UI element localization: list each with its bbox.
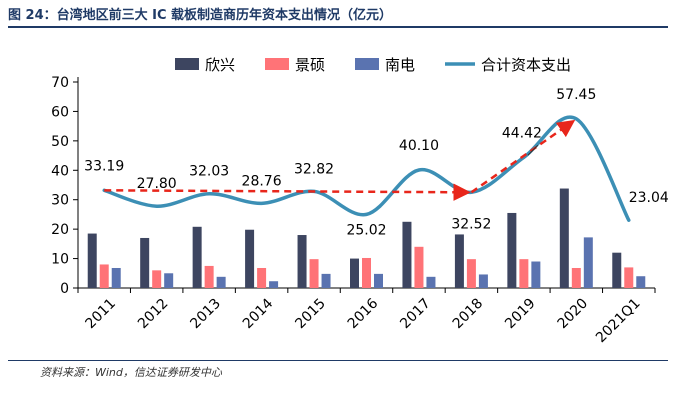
bar-2 — [362, 257, 371, 288]
x-tick-label: 2019 — [502, 296, 539, 333]
bar-2 — [204, 265, 214, 288]
x-tick-label: 2011 — [83, 296, 120, 333]
label-leader-line — [527, 144, 539, 156]
bar-2 — [257, 267, 267, 288]
legend-swatch — [355, 58, 379, 70]
bar-2 — [624, 267, 634, 288]
bar-2 — [309, 259, 319, 288]
bar-2 — [571, 267, 581, 288]
bar-3 — [531, 261, 541, 288]
bar-3 — [164, 273, 174, 288]
bar-1 — [507, 212, 517, 288]
source-note: 资料来源：Wind，信达证券研发中心 — [40, 366, 222, 379]
bar-2 — [519, 259, 529, 288]
legend-swatch — [265, 58, 289, 70]
y-tick-label: 0 — [60, 281, 69, 297]
bottom-rule — [8, 360, 668, 361]
y-tick-label: 70 — [51, 75, 69, 91]
bar-3 — [111, 267, 121, 288]
bar-2 — [466, 259, 476, 288]
bar-1 — [350, 258, 359, 288]
legend-label: 欣兴 — [205, 56, 235, 74]
bar-2 — [414, 246, 424, 288]
bar-3 — [636, 276, 646, 288]
x-tick-label: 2018 — [450, 296, 487, 333]
bar-1 — [245, 229, 255, 288]
capex-chart: 0 10 20 30 40 50 60 70 2011 2012 2013 2014 2015 2016 2… — [51, 56, 669, 347]
x-tick-label: 2012 — [135, 296, 172, 333]
data-label: 33.19 — [84, 158, 124, 174]
x-tick-label: 2013 — [187, 296, 224, 333]
bar-3 — [426, 276, 436, 288]
x-tick-label: 2016 — [345, 295, 382, 332]
data-label: 32.82 — [294, 161, 334, 177]
bar-3 — [478, 274, 488, 288]
bar-1 — [559, 188, 569, 288]
x-tick-label: 2020 — [555, 296, 592, 333]
legend-label: 南电 — [385, 56, 415, 74]
bar-1 — [192, 226, 202, 288]
x-tick-label: 2015 — [292, 296, 329, 333]
bar-1 — [87, 233, 97, 288]
y-tick-label: 50 — [51, 134, 69, 150]
data-label: 23.04 — [629, 190, 669, 206]
total-capex-line — [102, 115, 631, 222]
legend-swatch — [175, 58, 199, 70]
y-tick-label: 60 — [51, 104, 69, 120]
x-tick-label: 2014 — [240, 295, 277, 332]
bar-1 — [612, 252, 622, 288]
data-label: 57.45 — [556, 87, 596, 103]
bar-3 — [321, 273, 331, 288]
data-label: 32.52 — [451, 216, 491, 232]
data-label: 32.03 — [189, 164, 229, 180]
bar-1 — [297, 235, 307, 288]
data-label: 28.76 — [242, 173, 282, 189]
figure-title: 图 24：台湾地区前三大 IC 载板制造商历年资本支出情况（亿元） — [8, 8, 393, 23]
bar-3 — [269, 281, 279, 288]
bar-1 — [402, 221, 412, 288]
bar-2 — [152, 270, 162, 288]
data-label: 44.42 — [502, 125, 542, 141]
bar-3 — [583, 237, 593, 288]
x-tick-label: 2021Q1 — [593, 296, 644, 347]
y-tick-label: 40 — [51, 163, 69, 179]
bar-1 — [140, 237, 150, 288]
y-tick-label: 10 — [51, 252, 69, 268]
trend-arrow — [470, 119, 576, 194]
y-tick-label: 20 — [51, 222, 69, 238]
bar-2 — [99, 264, 109, 288]
legend-label: 景硕 — [295, 56, 325, 74]
title-rule — [8, 26, 668, 28]
bar-1 — [454, 234, 464, 288]
trend-arrow — [104, 183, 471, 201]
x-tick-label: 2017 — [397, 296, 434, 333]
bar-3 — [216, 276, 226, 288]
legend-label: 合计资本支出 — [481, 56, 571, 74]
y-tick-label: 30 — [51, 193, 69, 209]
data-label: 27.80 — [137, 176, 177, 192]
bar-3 — [374, 273, 383, 288]
data-label: 40.10 — [399, 138, 439, 154]
data-label: 25.02 — [346, 222, 386, 238]
